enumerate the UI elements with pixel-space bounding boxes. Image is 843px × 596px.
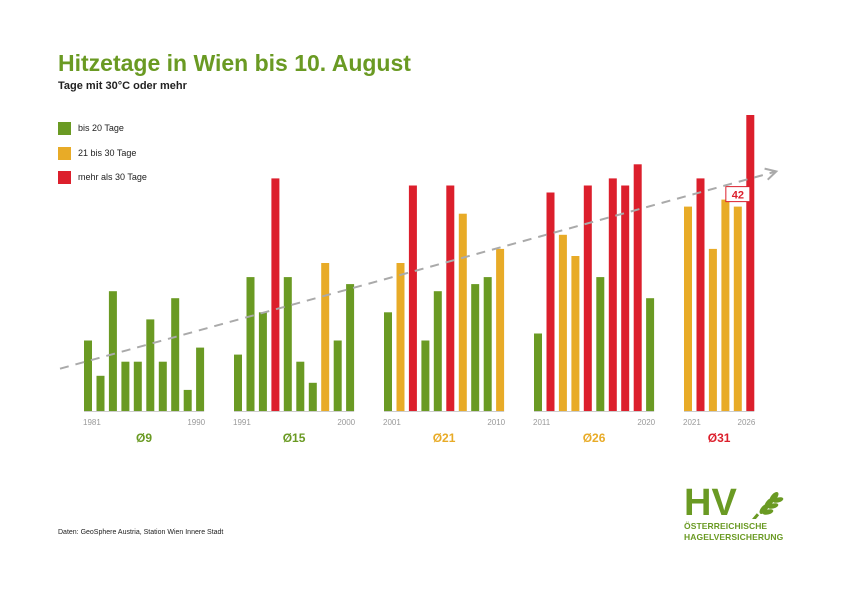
bar-2019 bbox=[633, 164, 642, 411]
bar-1983 bbox=[108, 291, 117, 411]
hv-logo: HV ÖSTERREICHISCHE HAGELVERSICHERUNG bbox=[684, 483, 794, 543]
tick-label-start: 1991 bbox=[233, 418, 251, 427]
bar-1999 bbox=[333, 340, 342, 411]
legend-label-red: mehr als 30 Tage bbox=[78, 172, 147, 182]
source-note: Daten: GeoSphere Austria, Station Wien I… bbox=[58, 529, 224, 536]
chart-title: Hitzetage in Wien bis 10. August bbox=[58, 50, 411, 76]
legend-swatch-red bbox=[58, 170, 71, 184]
decade-average-label: Ø31 bbox=[708, 431, 731, 445]
legend-label-orange: 21 bis 30 Tage bbox=[78, 148, 137, 158]
hv-logo-initials: HV bbox=[684, 483, 737, 519]
bar-2006 bbox=[446, 185, 455, 411]
tick-label-end: 2010 bbox=[487, 418, 505, 427]
hv-logo-line2: HAGELVERSICHERUNG bbox=[684, 532, 784, 542]
bar-2014 bbox=[571, 256, 580, 411]
tick-label-end: 2026 bbox=[738, 418, 756, 427]
bar-2005 bbox=[433, 291, 442, 411]
legend-item-green: bis 20 Tage bbox=[58, 121, 124, 135]
tick-label-start: 2011 bbox=[533, 418, 551, 427]
bar-2021 bbox=[684, 206, 692, 411]
wheat-icon bbox=[751, 492, 784, 519]
bar-1987 bbox=[158, 361, 167, 411]
bar-2026 bbox=[746, 115, 755, 411]
bar-1996 bbox=[296, 361, 305, 411]
bar-1992 bbox=[246, 277, 255, 411]
decade-average-label: Ø26 bbox=[583, 431, 606, 445]
hv-logo-line1: ÖSTERREICHISCHE bbox=[684, 521, 768, 531]
bar-2017 bbox=[608, 178, 617, 411]
tick-label-start: 1981 bbox=[83, 418, 101, 427]
bar-1986 bbox=[146, 319, 155, 411]
legend-label-green: bis 20 Tage bbox=[78, 123, 124, 133]
bar-1989 bbox=[183, 389, 192, 411]
bar-1981 bbox=[84, 340, 92, 411]
bar-1995 bbox=[283, 277, 292, 411]
bar-2009 bbox=[483, 277, 492, 411]
hv-logo-mark: HV bbox=[684, 483, 784, 519]
bar-2002 bbox=[396, 263, 405, 411]
tick-label-end: 2000 bbox=[337, 418, 355, 427]
bar-2016 bbox=[596, 277, 605, 411]
tick-label-start: 2021 bbox=[683, 418, 701, 427]
legend-item-red: mehr als 30 Tage bbox=[58, 170, 147, 184]
legend-swatch-orange bbox=[58, 146, 71, 160]
bar-2003 bbox=[408, 185, 417, 411]
bar-2018 bbox=[621, 185, 630, 411]
bar-2015 bbox=[583, 185, 592, 411]
trend-arrowhead bbox=[764, 167, 779, 181]
bar-2004 bbox=[421, 340, 430, 411]
bar-2012 bbox=[546, 192, 555, 411]
bar-2020 bbox=[646, 298, 655, 411]
bar-2007 bbox=[458, 213, 467, 411]
bar-1982 bbox=[96, 375, 105, 411]
highlight-label-box bbox=[725, 186, 751, 203]
bar-1991 bbox=[234, 354, 242, 411]
bar-2025 bbox=[733, 206, 742, 411]
highlight-label: 42 bbox=[732, 190, 744, 202]
bar-2008 bbox=[471, 284, 480, 411]
bar-1997 bbox=[308, 382, 317, 411]
decade-average-label: Ø15 bbox=[283, 431, 306, 445]
bar-2023 bbox=[708, 248, 717, 411]
bar-1993 bbox=[258, 312, 267, 411]
bar-2013 bbox=[558, 234, 567, 411]
decade-average-label: Ø21 bbox=[433, 431, 456, 445]
bar-2001 bbox=[384, 312, 392, 411]
tick-label-end: 1990 bbox=[187, 418, 205, 427]
tick-label-start: 2001 bbox=[383, 418, 401, 427]
trend-line bbox=[59, 170, 777, 370]
bar-1984 bbox=[121, 361, 130, 411]
bar-1985 bbox=[133, 361, 142, 411]
bar-2010 bbox=[496, 248, 505, 411]
bar-2000 bbox=[346, 284, 355, 411]
bar-2011 bbox=[534, 333, 542, 411]
bar-1988 bbox=[171, 298, 180, 411]
tick-label-end: 2020 bbox=[637, 418, 655, 427]
decade-average-label: Ø9 bbox=[136, 431, 152, 445]
bar-1990 bbox=[196, 347, 205, 411]
bar-2024 bbox=[721, 199, 730, 411]
bar-1998 bbox=[321, 263, 330, 411]
legend-swatch-green bbox=[58, 121, 71, 135]
bar-1994 bbox=[271, 178, 280, 411]
chart-subtitle: Tage mit 30°C oder mehr bbox=[58, 80, 187, 92]
legend-item-orange: 21 bis 30 Tage bbox=[58, 146, 136, 160]
bar-2022 bbox=[696, 178, 705, 411]
bar-chart: 1981 1990 Ø9 1991 2000 Ø15 2001 2010 Ø21 2011 2020… bbox=[59, 115, 779, 445]
